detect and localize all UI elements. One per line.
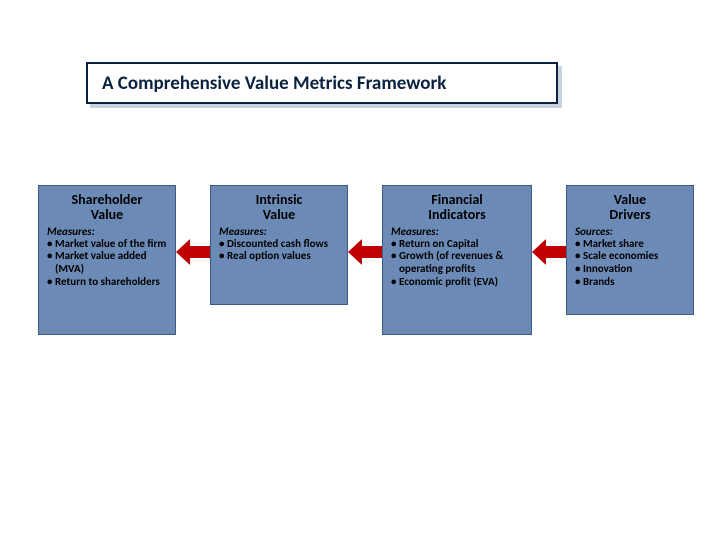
- card-subheading: Sources:: [575, 225, 685, 238]
- card-title: ValueDrivers: [575, 192, 685, 223]
- arrow-body: [362, 246, 382, 258]
- card-subheading: Measures:: [391, 225, 523, 238]
- card-title: FinancialIndicators: [391, 192, 523, 223]
- diagram-stage: A Comprehensive Value Metrics Framework …: [0, 0, 720, 540]
- arrow-body: [190, 246, 210, 258]
- card-list-item: Market value added (MVA): [47, 250, 167, 275]
- card-title: ShareholderValue: [47, 192, 167, 223]
- card-subheading: Measures:: [47, 225, 167, 238]
- card-financial: FinancialIndicators Measures:Return on Ca…: [382, 185, 532, 335]
- card-shareholder: ShareholderValue Measures:Market value of…: [38, 185, 176, 335]
- card-list: Discounted cash flowsReal option values: [219, 238, 339, 263]
- card-list-item: Growth (of revenues & operating profits: [391, 250, 523, 275]
- arrow-head: [176, 239, 190, 265]
- card-list-item: Return to shareholders: [47, 276, 167, 289]
- card-list: Market shareScale economiesInnovationBra…: [575, 238, 685, 289]
- card-list: Return on CapitalGrowth (of revenues & o…: [391, 238, 523, 289]
- arrow-head: [532, 239, 546, 265]
- card-list-item: Economic profit (EVA): [391, 276, 523, 289]
- title-box: A Comprehensive Value Metrics Framework: [86, 62, 558, 104]
- card-list-item: Real option values: [219, 250, 339, 263]
- title-text: A Comprehensive Value Metrics Framework: [102, 72, 446, 95]
- card-title: IntrinsicValue: [219, 192, 339, 223]
- arrow-head: [348, 239, 362, 265]
- card-list: Market value of the firmMarket value add…: [47, 238, 167, 289]
- arrow-body: [546, 246, 566, 258]
- card-subheading: Measures:: [219, 225, 339, 238]
- card-intrinsic: IntrinsicValue Measures:Discounted cash f…: [210, 185, 348, 305]
- card-list-item: Innovation: [575, 263, 685, 276]
- card-list-item: Brands: [575, 276, 685, 289]
- card-drivers: ValueDrivers Sources:Market shareScale ec…: [566, 185, 694, 315]
